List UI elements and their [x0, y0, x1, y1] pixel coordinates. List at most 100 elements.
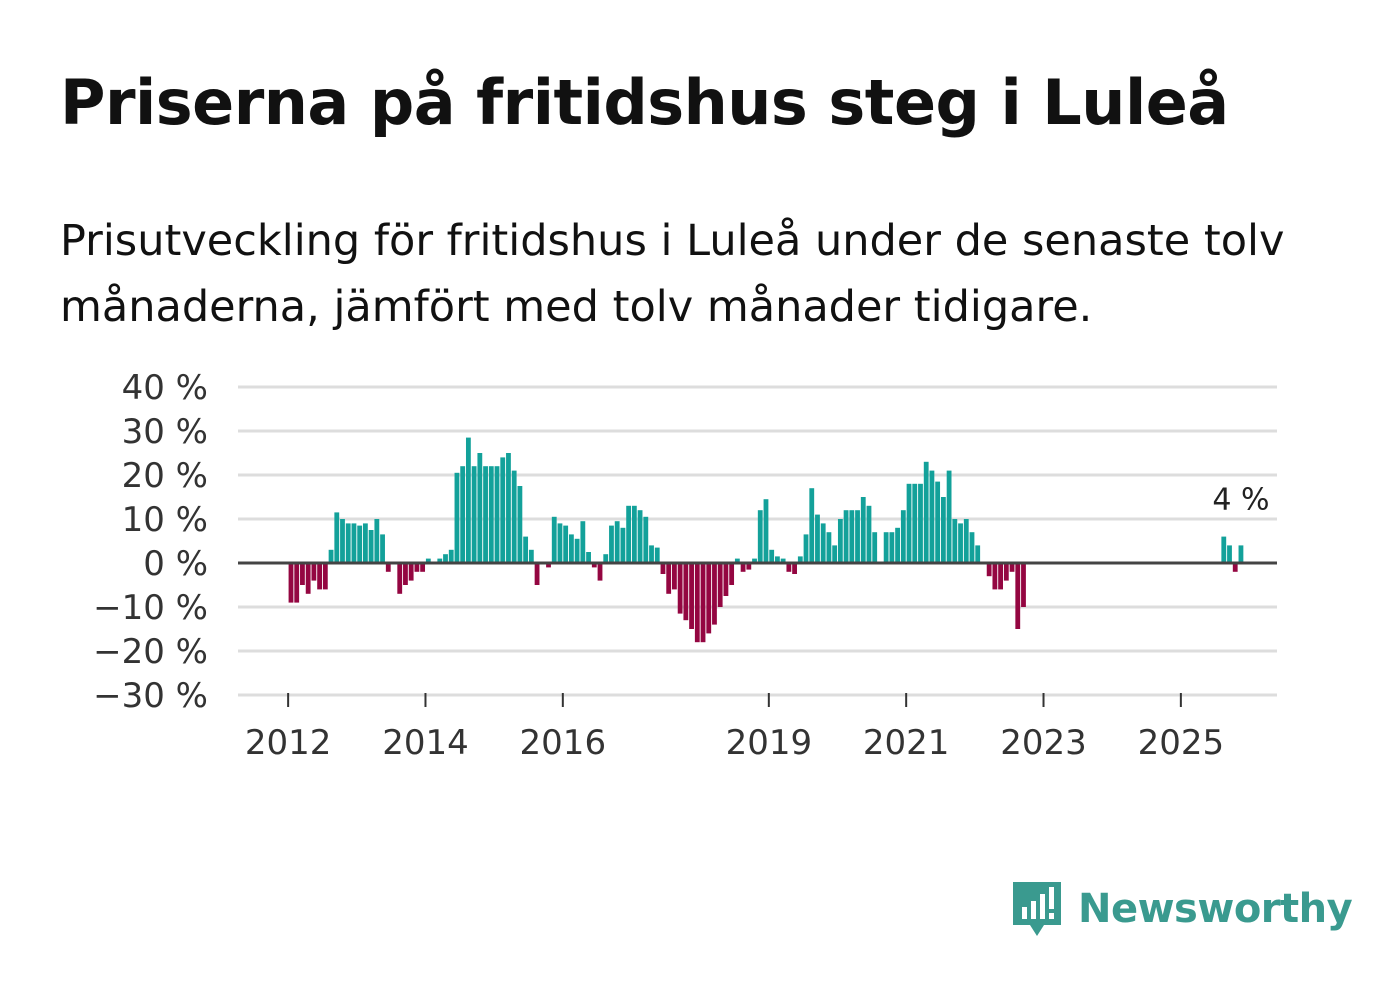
bar	[666, 563, 672, 594]
bar	[443, 554, 448, 563]
bar	[368, 530, 374, 563]
bar	[408, 563, 414, 581]
y-tick-label: −30 %	[93, 676, 208, 716]
bar	[580, 521, 586, 563]
bar	[712, 563, 717, 625]
y-tick-label: 40 %	[122, 368, 208, 408]
bar	[683, 563, 689, 621]
x-tick-label: 2014	[382, 723, 469, 763]
bar	[940, 497, 946, 563]
bar	[506, 453, 511, 563]
bar	[958, 523, 963, 563]
bar	[918, 483, 923, 563]
x-axis: 2012 2014 2016 2019 2021 2023 2025	[245, 693, 1224, 763]
bar	[465, 437, 471, 563]
bar	[740, 563, 746, 572]
bar	[883, 532, 889, 563]
bar	[866, 505, 872, 563]
bar	[723, 563, 729, 596]
bar	[591, 563, 597, 568]
bar	[380, 534, 385, 563]
bars	[288, 437, 1244, 643]
bar	[763, 499, 769, 563]
bar	[494, 466, 500, 563]
bar	[660, 563, 666, 574]
bar	[362, 523, 368, 563]
bar	[385, 563, 391, 572]
bar	[511, 470, 517, 563]
annotations: 4 %	[1212, 482, 1269, 517]
bar	[340, 519, 345, 563]
bar	[969, 532, 975, 563]
bar	[837, 519, 843, 563]
bar	[649, 545, 654, 563]
y-tick-label: 20 %	[122, 456, 208, 496]
bar	[574, 538, 580, 563]
bar	[775, 556, 780, 563]
bar	[986, 563, 992, 577]
bar	[311, 563, 317, 581]
bar-chart-speech-bubble-icon	[1013, 882, 1061, 936]
bar	[471, 466, 477, 563]
bar	[963, 519, 969, 563]
bar	[1238, 545, 1244, 563]
bar	[334, 512, 340, 563]
bar	[797, 556, 803, 563]
bar	[414, 563, 420, 572]
bar	[460, 466, 466, 563]
bar	[872, 532, 878, 563]
x-tick-label: 2021	[863, 723, 950, 763]
bar	[523, 536, 529, 563]
bar	[328, 549, 334, 563]
bar	[448, 549, 454, 563]
bar	[614, 521, 620, 563]
bar	[603, 554, 609, 563]
bar	[952, 519, 958, 563]
bar	[626, 505, 632, 563]
bar	[889, 532, 895, 563]
y-tick-label: 0 %	[143, 544, 208, 584]
x-tick-label: 2023	[1000, 723, 1087, 763]
bar	[1227, 545, 1232, 563]
bar	[609, 525, 614, 563]
bar	[677, 563, 683, 614]
bar	[300, 563, 305, 585]
brand-logo[interactable]: Newsworthy	[1010, 878, 1353, 940]
bar	[477, 453, 483, 563]
bar	[746, 563, 752, 570]
bar	[780, 558, 786, 563]
bar	[351, 523, 357, 563]
bar	[906, 483, 912, 563]
bar	[912, 483, 918, 563]
bar	[717, 563, 723, 607]
bar	[517, 486, 523, 563]
bar	[546, 563, 551, 568]
bar	[820, 523, 826, 563]
y-tick-label: 10 %	[122, 500, 208, 540]
value-annotation: 4 %	[1212, 482, 1269, 517]
bar	[305, 563, 311, 594]
bar	[734, 558, 740, 563]
bar	[803, 534, 809, 563]
bar	[551, 516, 557, 563]
bar	[357, 525, 363, 563]
bar	[843, 510, 849, 563]
bar	[935, 481, 941, 563]
bar	[643, 516, 649, 563]
grid-lines	[238, 385, 1277, 697]
y-tick-label: −20 %	[93, 632, 208, 672]
bar	[849, 510, 855, 563]
bar	[563, 525, 569, 563]
bar	[403, 563, 408, 585]
bar	[637, 510, 643, 563]
bar	[855, 510, 860, 563]
bar	[1009, 563, 1015, 572]
bar	[786, 563, 792, 572]
bar	[483, 466, 488, 563]
bar	[672, 563, 677, 590]
bar	[294, 563, 300, 603]
bar	[998, 563, 1003, 590]
bar	[437, 558, 443, 563]
bar	[534, 563, 540, 585]
